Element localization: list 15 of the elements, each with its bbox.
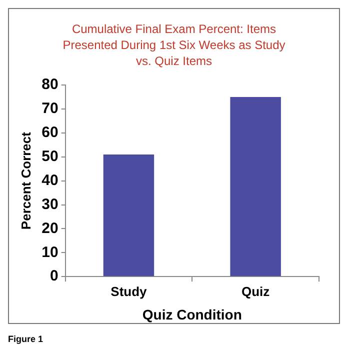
- y-tick-label: 40: [42, 172, 58, 189]
- chart-title: Cumulative Final Exam Percent: Items Presented During 1st Six Weeks as Study vs. Quiz Items: [62, 21, 286, 69]
- caption: Figure 1: [8, 334, 44, 344]
- y-tick-label: 70: [42, 100, 58, 118]
- y-tick-label: 20: [42, 220, 58, 237]
- y-tick-label: 30: [42, 196, 58, 213]
- y-axis-title: Percent Correct: [18, 131, 34, 230]
- x-tick-label: Study: [110, 284, 148, 299]
- y-tick-label: 60: [42, 124, 58, 142]
- x-axis-title: Quiz Condition: [142, 306, 242, 322]
- x-tick-label: Quiz: [241, 284, 270, 299]
- y-tick-label: 80: [42, 76, 58, 94]
- y-tick-label: 0: [50, 268, 58, 285]
- y-tick-label: 50: [42, 148, 58, 165]
- y-tick-label: 10: [42, 244, 58, 261]
